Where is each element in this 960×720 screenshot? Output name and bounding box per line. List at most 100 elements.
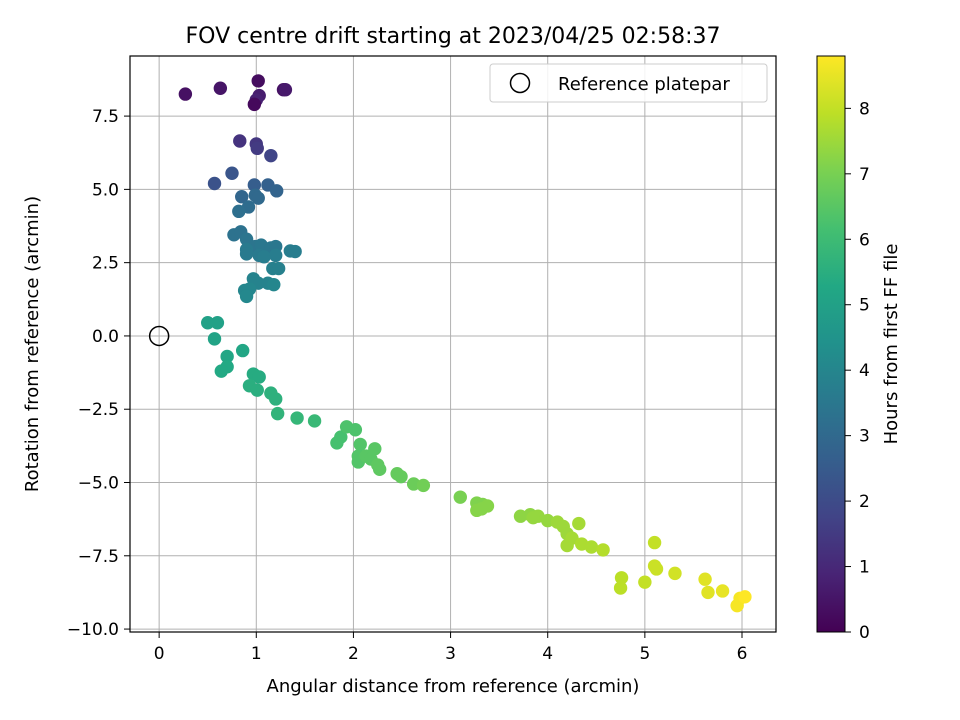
data-point	[257, 250, 271, 264]
data-point	[307, 414, 322, 428]
y-tick-label: −7.5	[78, 547, 119, 567]
data-point	[649, 562, 664, 576]
colorbar-tick-label: 7	[859, 165, 870, 185]
plot-frame	[129, 55, 777, 633]
data-point	[207, 332, 222, 346]
y-tick-label: −5.0	[78, 474, 119, 494]
data-point	[614, 571, 629, 585]
data-point	[250, 141, 264, 156]
data-point	[247, 178, 262, 192]
data-point	[647, 535, 662, 550]
colorbar-tick-label: 4	[859, 361, 870, 381]
data-point	[239, 247, 254, 261]
data-point	[178, 87, 193, 101]
x-tick-label: 5	[639, 644, 650, 664]
data-point	[207, 176, 222, 191]
scatter-points	[178, 74, 752, 613]
data-point	[613, 581, 628, 595]
colorbar-ticks: 0 1 2 3 4 5 6 7 8	[845, 99, 870, 643]
y-tick-label: 0.0	[92, 327, 119, 347]
data-point	[214, 364, 229, 378]
data-point	[572, 516, 586, 531]
y-tick-label: −2.5	[78, 400, 119, 420]
data-point	[738, 590, 752, 604]
data-point	[247, 97, 262, 112]
data-point	[267, 277, 281, 292]
data-point	[474, 502, 489, 516]
x-tick-label: 3	[445, 644, 456, 664]
data-point	[668, 566, 682, 581]
legend-box	[489, 63, 768, 103]
data-point	[232, 204, 246, 219]
data-point	[584, 540, 599, 554]
data-point	[220, 349, 234, 364]
x-tick-label: 1	[251, 644, 262, 664]
data-point	[201, 316, 215, 330]
y-tick-label: 7.5	[92, 107, 119, 127]
colorbar-tick-label: 2	[859, 492, 870, 512]
y-tick-label: −10.0	[67, 620, 119, 640]
data-point	[353, 437, 367, 452]
y-tick-label: 2.5	[92, 254, 119, 274]
colorbar-gradient	[816, 55, 846, 633]
data-point	[271, 261, 286, 276]
data-point	[239, 232, 254, 246]
data-point	[290, 411, 304, 425]
legend-label: Reference platepar	[558, 74, 730, 95]
x-tick-label: 0	[154, 644, 165, 664]
data-point	[251, 191, 265, 205]
data-point	[235, 190, 249, 204]
data-point	[251, 74, 265, 88]
data-point	[394, 469, 408, 484]
data-point	[225, 166, 239, 180]
colorbar-label: Hours from first FF file	[881, 244, 902, 445]
data-point	[416, 478, 431, 493]
data-point	[252, 370, 266, 384]
data-point	[269, 184, 284, 198]
data-point	[453, 490, 467, 504]
data-point	[638, 575, 652, 589]
data-point	[269, 248, 283, 263]
data-point	[372, 462, 387, 477]
data-point	[560, 538, 574, 553]
y-tick-label: 5.0	[92, 180, 119, 200]
data-point	[210, 316, 225, 330]
reference-platepar-marker	[148, 325, 170, 347]
data-point	[270, 406, 285, 421]
x-tick-label: 6	[737, 644, 748, 664]
data-point	[596, 543, 610, 557]
data-point	[701, 585, 715, 600]
x-tick-label: 4	[542, 644, 553, 664]
colorbar-tick-label: 0	[859, 623, 870, 643]
data-point	[526, 510, 540, 525]
data-point	[348, 423, 363, 437]
colorbar-tick-label: 5	[859, 296, 870, 316]
data-point	[239, 289, 254, 304]
x-axis-ticks: 0 1 2 3 4 5 6	[154, 632, 748, 664]
data-point	[213, 81, 228, 95]
data-point	[288, 244, 302, 259]
data-point	[368, 442, 382, 456]
colorbar: 0 1 2 3 4 5 6 7 8 Hours from first FF file	[816, 55, 902, 643]
x-tick-label: 2	[348, 644, 359, 664]
colorbar-tick-label: 6	[859, 230, 870, 250]
y-axis-label: Rotation from reference (arcmin)	[22, 196, 43, 492]
data-point	[250, 383, 264, 397]
colorbar-tick-label: 3	[859, 427, 870, 447]
data-point	[233, 134, 247, 148]
y-axis-ticks: −10.0 −7.5 −5.0 −2.5 0.0 2.5 5.0 7.5	[67, 107, 130, 640]
data-point	[278, 83, 293, 97]
data-point	[698, 572, 712, 586]
legend: Reference platepar	[489, 63, 768, 103]
chart-title: FOV centre drift starting at 2023/04/25 …	[186, 24, 721, 49]
data-point	[715, 584, 730, 598]
colorbar-tick-label: 1	[859, 558, 870, 578]
data-point	[269, 392, 283, 406]
data-point	[235, 343, 250, 358]
data-point	[264, 148, 278, 163]
data-point	[334, 430, 348, 444]
colorbar-tick-label: 8	[859, 99, 870, 119]
legend-marker	[509, 72, 531, 94]
grid-lines	[130, 56, 776, 632]
